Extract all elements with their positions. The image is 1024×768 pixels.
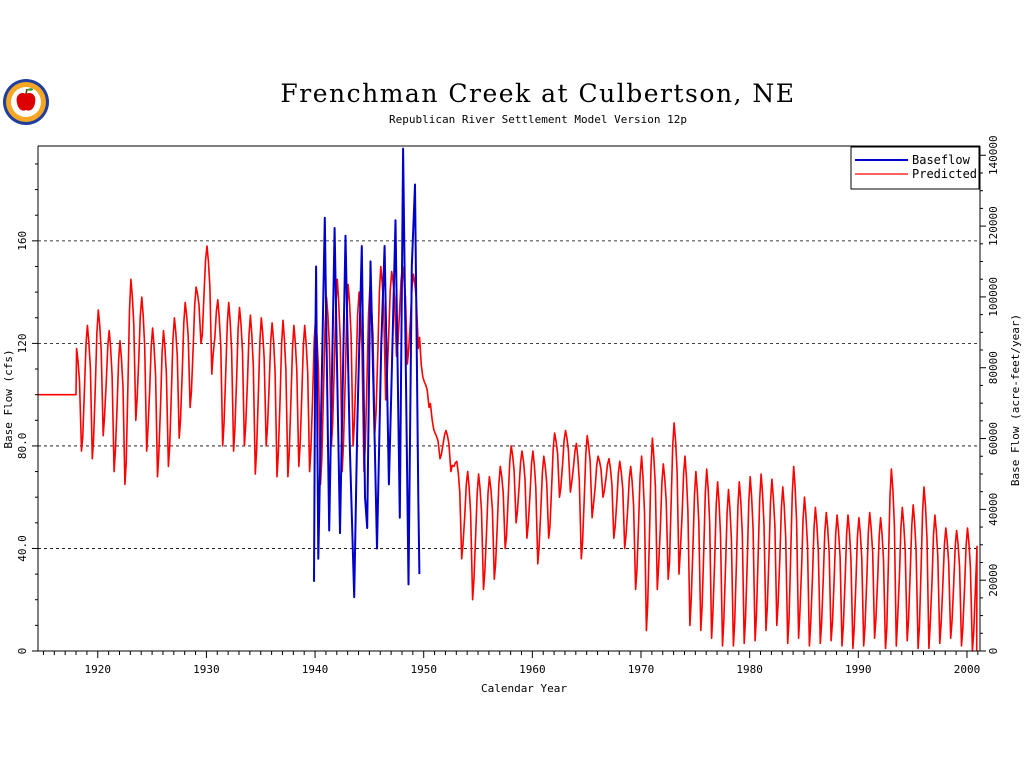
y-right-tick-label: 120000	[987, 206, 1000, 246]
legend: Baseflow Predicted	[850, 146, 980, 190]
y-tick-label: 160	[16, 231, 29, 251]
series-line-predicted	[38, 245, 978, 652]
y-axis-right-label: Base Flow (acre-feet/year)	[1009, 314, 1022, 486]
y-tick-label: 120	[16, 333, 29, 353]
x-axis-label: Calendar Year	[481, 682, 567, 695]
x-tick-label: 1960	[519, 663, 546, 676]
x-tick-label: 1970	[628, 663, 655, 676]
x-tick-label: 1930	[193, 663, 220, 676]
x-tick-label: 1920	[85, 663, 112, 676]
x-tick-label: 1950	[410, 663, 437, 676]
legend-label-predicted: Predicted	[912, 167, 977, 181]
y-right-tick-label: 0	[987, 648, 1000, 655]
y-right-tick-label: 40000	[987, 493, 1000, 526]
legend-box	[850, 146, 980, 190]
grid-lines	[38, 240, 980, 549]
series-line-baseflow	[313, 147, 421, 599]
y-axis-label: Base Flow (cfs)	[2, 349, 15, 448]
y-tick-label: 80.0	[16, 433, 29, 460]
x-tick-label: 1990	[845, 663, 872, 676]
x-tick-label: 1980	[736, 663, 763, 676]
y-right-tick-label: 100000	[987, 277, 1000, 317]
y-tick-label: 0	[16, 648, 29, 655]
axes	[37, 145, 981, 652]
y-right-tick-label: 20000	[987, 564, 1000, 597]
x-tick-label: 2000	[954, 663, 981, 676]
y-right-tick-label: 80000	[987, 351, 1000, 384]
series-layer	[38, 147, 978, 652]
x-tick-label: 1940	[302, 663, 329, 676]
chart-subtitle: Republican River Settlement Model Versio…	[389, 113, 687, 126]
x-axis-ticks: 1920 1930 1940 1950 1960 1970 1980 1990 2000	[42, 651, 981, 676]
y-axis-left-ticks: 0 40.0 80.0 120 160	[16, 163, 38, 655]
apple-seal-icon	[3, 79, 49, 125]
y-tick-label: 40.0	[16, 535, 29, 562]
legend-label-baseflow: Baseflow	[912, 153, 971, 167]
y-axis-right-ticks: 0 20000 40000 60000 80000 100000 120000 140000	[980, 135, 1000, 654]
agency-logo	[2, 78, 50, 126]
y-right-tick-label: 140000	[987, 135, 1000, 175]
chart-title: Frenchman Creek at Culbertson, NE	[280, 79, 795, 108]
y-right-tick-label: 60000	[987, 422, 1000, 455]
